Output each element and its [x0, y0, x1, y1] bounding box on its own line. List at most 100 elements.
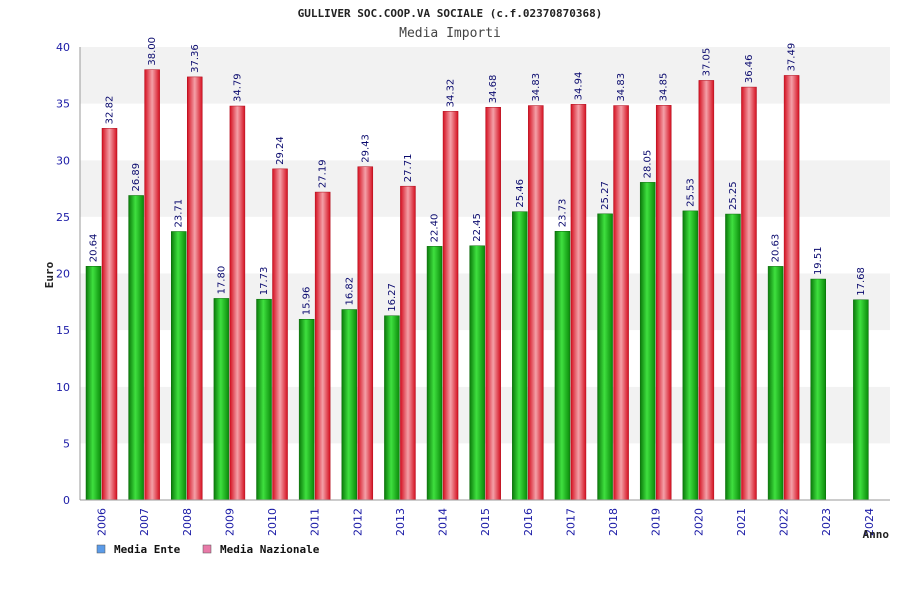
x-tick-label-2016: 2016	[522, 508, 535, 536]
x-tick-label-2024: 2024	[863, 508, 876, 536]
value-label-media-nazionale-2022: 37.49	[787, 43, 798, 72]
x-tick-label-2013: 2013	[394, 508, 407, 536]
value-label-media-nazionale-2017: 34.94	[573, 72, 584, 101]
bar-media-nazionale-2017[interactable]	[570, 104, 587, 501]
y-tick-label: 15	[56, 324, 70, 337]
x-tick-label-2011: 2011	[309, 508, 322, 536]
y-tick-label: 20	[56, 268, 70, 281]
bar-media-nazionale-2019[interactable]	[655, 105, 672, 501]
bar-media-nazionale-2020[interactable]	[698, 80, 715, 501]
x-tick-label-2006: 2006	[96, 508, 109, 536]
bar-media-nazionale-2010[interactable]	[272, 168, 288, 501]
bar-media-ente-2010[interactable]	[256, 298, 272, 501]
bar-media-nazionale-2012[interactable]	[357, 166, 374, 501]
legend-swatch-media-nazionale	[202, 544, 212, 554]
bar-media-nazionale-2014[interactable]	[442, 111, 459, 501]
value-label-media-ente-2021: 25.25	[728, 181, 739, 210]
value-label-media-ente-2015: 22.45	[472, 213, 483, 242]
value-label-media-ente-2017: 23.73	[557, 199, 568, 228]
legend-swatch-media-ente	[96, 544, 106, 554]
chart-title: GULLIVER SOC.COOP.VA SOCIALE (c.f.023708…	[298, 7, 603, 20]
bar-media-ente-2020[interactable]	[682, 210, 699, 501]
value-label-media-nazionale-2007: 38.00	[147, 37, 158, 66]
value-label-media-nazionale-2011: 27.19	[318, 159, 329, 188]
value-label-media-ente-2009: 17.80	[216, 266, 227, 295]
value-label-media-nazionale-2020: 37.05	[701, 48, 712, 77]
bar-media-ente-2009[interactable]	[213, 298, 230, 501]
value-label-media-nazionale-2013: 27.71	[403, 154, 414, 183]
legend-item-media-ente[interactable]: Media Ente	[96, 543, 181, 556]
bar-media-ente-2023[interactable]	[810, 278, 826, 501]
value-label-media-nazionale-2019: 34.85	[659, 73, 670, 102]
bar-media-ente-2024[interactable]	[853, 299, 869, 501]
y-tick-label: 40	[56, 41, 70, 54]
value-label-media-ente-2006: 20.64	[89, 234, 100, 263]
x-tick-label-2007: 2007	[138, 508, 151, 536]
bar-media-nazionale-2011[interactable]	[314, 191, 331, 501]
bar-media-ente-2016[interactable]	[512, 211, 528, 501]
value-label-media-nazionale-2008: 37.36	[190, 44, 201, 73]
bar-media-ente-2014[interactable]	[426, 246, 443, 501]
x-axis-label: Anno	[863, 528, 890, 541]
value-label-media-nazionale-2018: 34.83	[616, 73, 627, 102]
bar-media-ente-2021[interactable]	[725, 213, 741, 501]
value-label-media-ente-2018: 25.27	[600, 181, 611, 210]
value-label-media-nazionale-2006: 32.82	[105, 96, 116, 125]
value-label-media-ente-2012: 16.82	[344, 277, 355, 306]
y-tick-label: 30	[56, 154, 70, 167]
bar-media-ente-2015[interactable]	[469, 245, 485, 501]
bar-media-nazionale-2013[interactable]	[400, 185, 416, 501]
x-axis-ticks: 2006 2007 2008 2009 2010 2011 2012 2013 2014 2015…	[96, 508, 876, 536]
bar-media-ente-2022[interactable]	[767, 266, 784, 501]
bar-media-nazionale-2015[interactable]	[485, 106, 501, 501]
y-tick-label: 35	[56, 98, 70, 111]
legend-label-media-nazionale: Media Nazionale	[220, 543, 320, 556]
legend-item-media-nazionale[interactable]: Media Nazionale	[202, 543, 320, 556]
value-label-media-nazionale-2014: 34.32	[446, 79, 457, 108]
x-tick-label-2010: 2010	[266, 508, 279, 536]
value-label-media-ente-2023: 19.51	[813, 246, 824, 275]
value-label-media-nazionale-2021: 36.46	[744, 54, 755, 83]
bar-media-nazionale-2021[interactable]	[741, 86, 757, 501]
value-label-media-ente-2016: 25.46	[515, 179, 526, 208]
bar-media-nazionale-2006[interactable]	[101, 128, 118, 501]
bar-media-nazionale-2008[interactable]	[187, 76, 203, 501]
x-tick-label-2018: 2018	[607, 508, 620, 536]
legend-label-media-ente: Media Ente	[114, 543, 181, 556]
value-label-media-ente-2008: 23.71	[174, 199, 185, 228]
bar-media-nazionale-2007[interactable]	[144, 69, 160, 501]
value-label-media-ente-2011: 15.96	[302, 287, 313, 316]
x-tick-label-2017: 2017	[564, 508, 577, 536]
bar-media-ente-2019[interactable]	[639, 182, 656, 501]
x-tick-label-2019: 2019	[650, 508, 663, 536]
y-axis-label: Euro	[43, 261, 56, 288]
value-label-media-nazionale-2016: 34.83	[531, 73, 542, 102]
y-tick-label: 5	[63, 437, 70, 450]
bar-media-ente-2013[interactable]	[384, 315, 400, 501]
bar-media-ente-2017[interactable]	[554, 231, 571, 501]
bar-media-ente-2007[interactable]	[128, 195, 144, 501]
bar-media-ente-2012[interactable]	[341, 309, 358, 501]
data-labels-group: 20.64 32.82 26.89 38.00 23.71 37.36 17.80 34.79…	[89, 37, 867, 315]
value-label-media-ente-2010: 17.73	[259, 267, 270, 296]
bar-media-ente-2018[interactable]	[597, 213, 613, 501]
value-label-media-nazionale-2010: 29.24	[275, 136, 286, 165]
bar-media-nazionale-2018[interactable]	[613, 105, 629, 501]
x-tick-label-2023: 2023	[820, 508, 833, 536]
bar-media-nazionale-2022[interactable]	[783, 75, 800, 501]
value-label-media-nazionale-2012: 29.43	[360, 134, 371, 163]
x-tick-label-2014: 2014	[437, 508, 450, 536]
bars-group	[85, 69, 869, 501]
bar-media-nazionale-2009[interactable]	[229, 105, 246, 501]
bar-media-ente-2011[interactable]	[298, 319, 315, 501]
value-label-media-ente-2013: 16.27	[387, 283, 398, 312]
y-tick-label: 10	[56, 381, 70, 394]
value-label-media-ente-2014: 22.40	[430, 214, 441, 243]
value-label-media-ente-2022: 20.63	[771, 234, 782, 263]
bar-media-nazionale-2016[interactable]	[528, 105, 544, 501]
bar-media-ente-2006[interactable]	[85, 266, 102, 501]
bar-media-ente-2008[interactable]	[171, 231, 187, 501]
chart-subtitle: Media Importi	[399, 26, 501, 41]
y-tick-label: 0	[63, 494, 70, 507]
